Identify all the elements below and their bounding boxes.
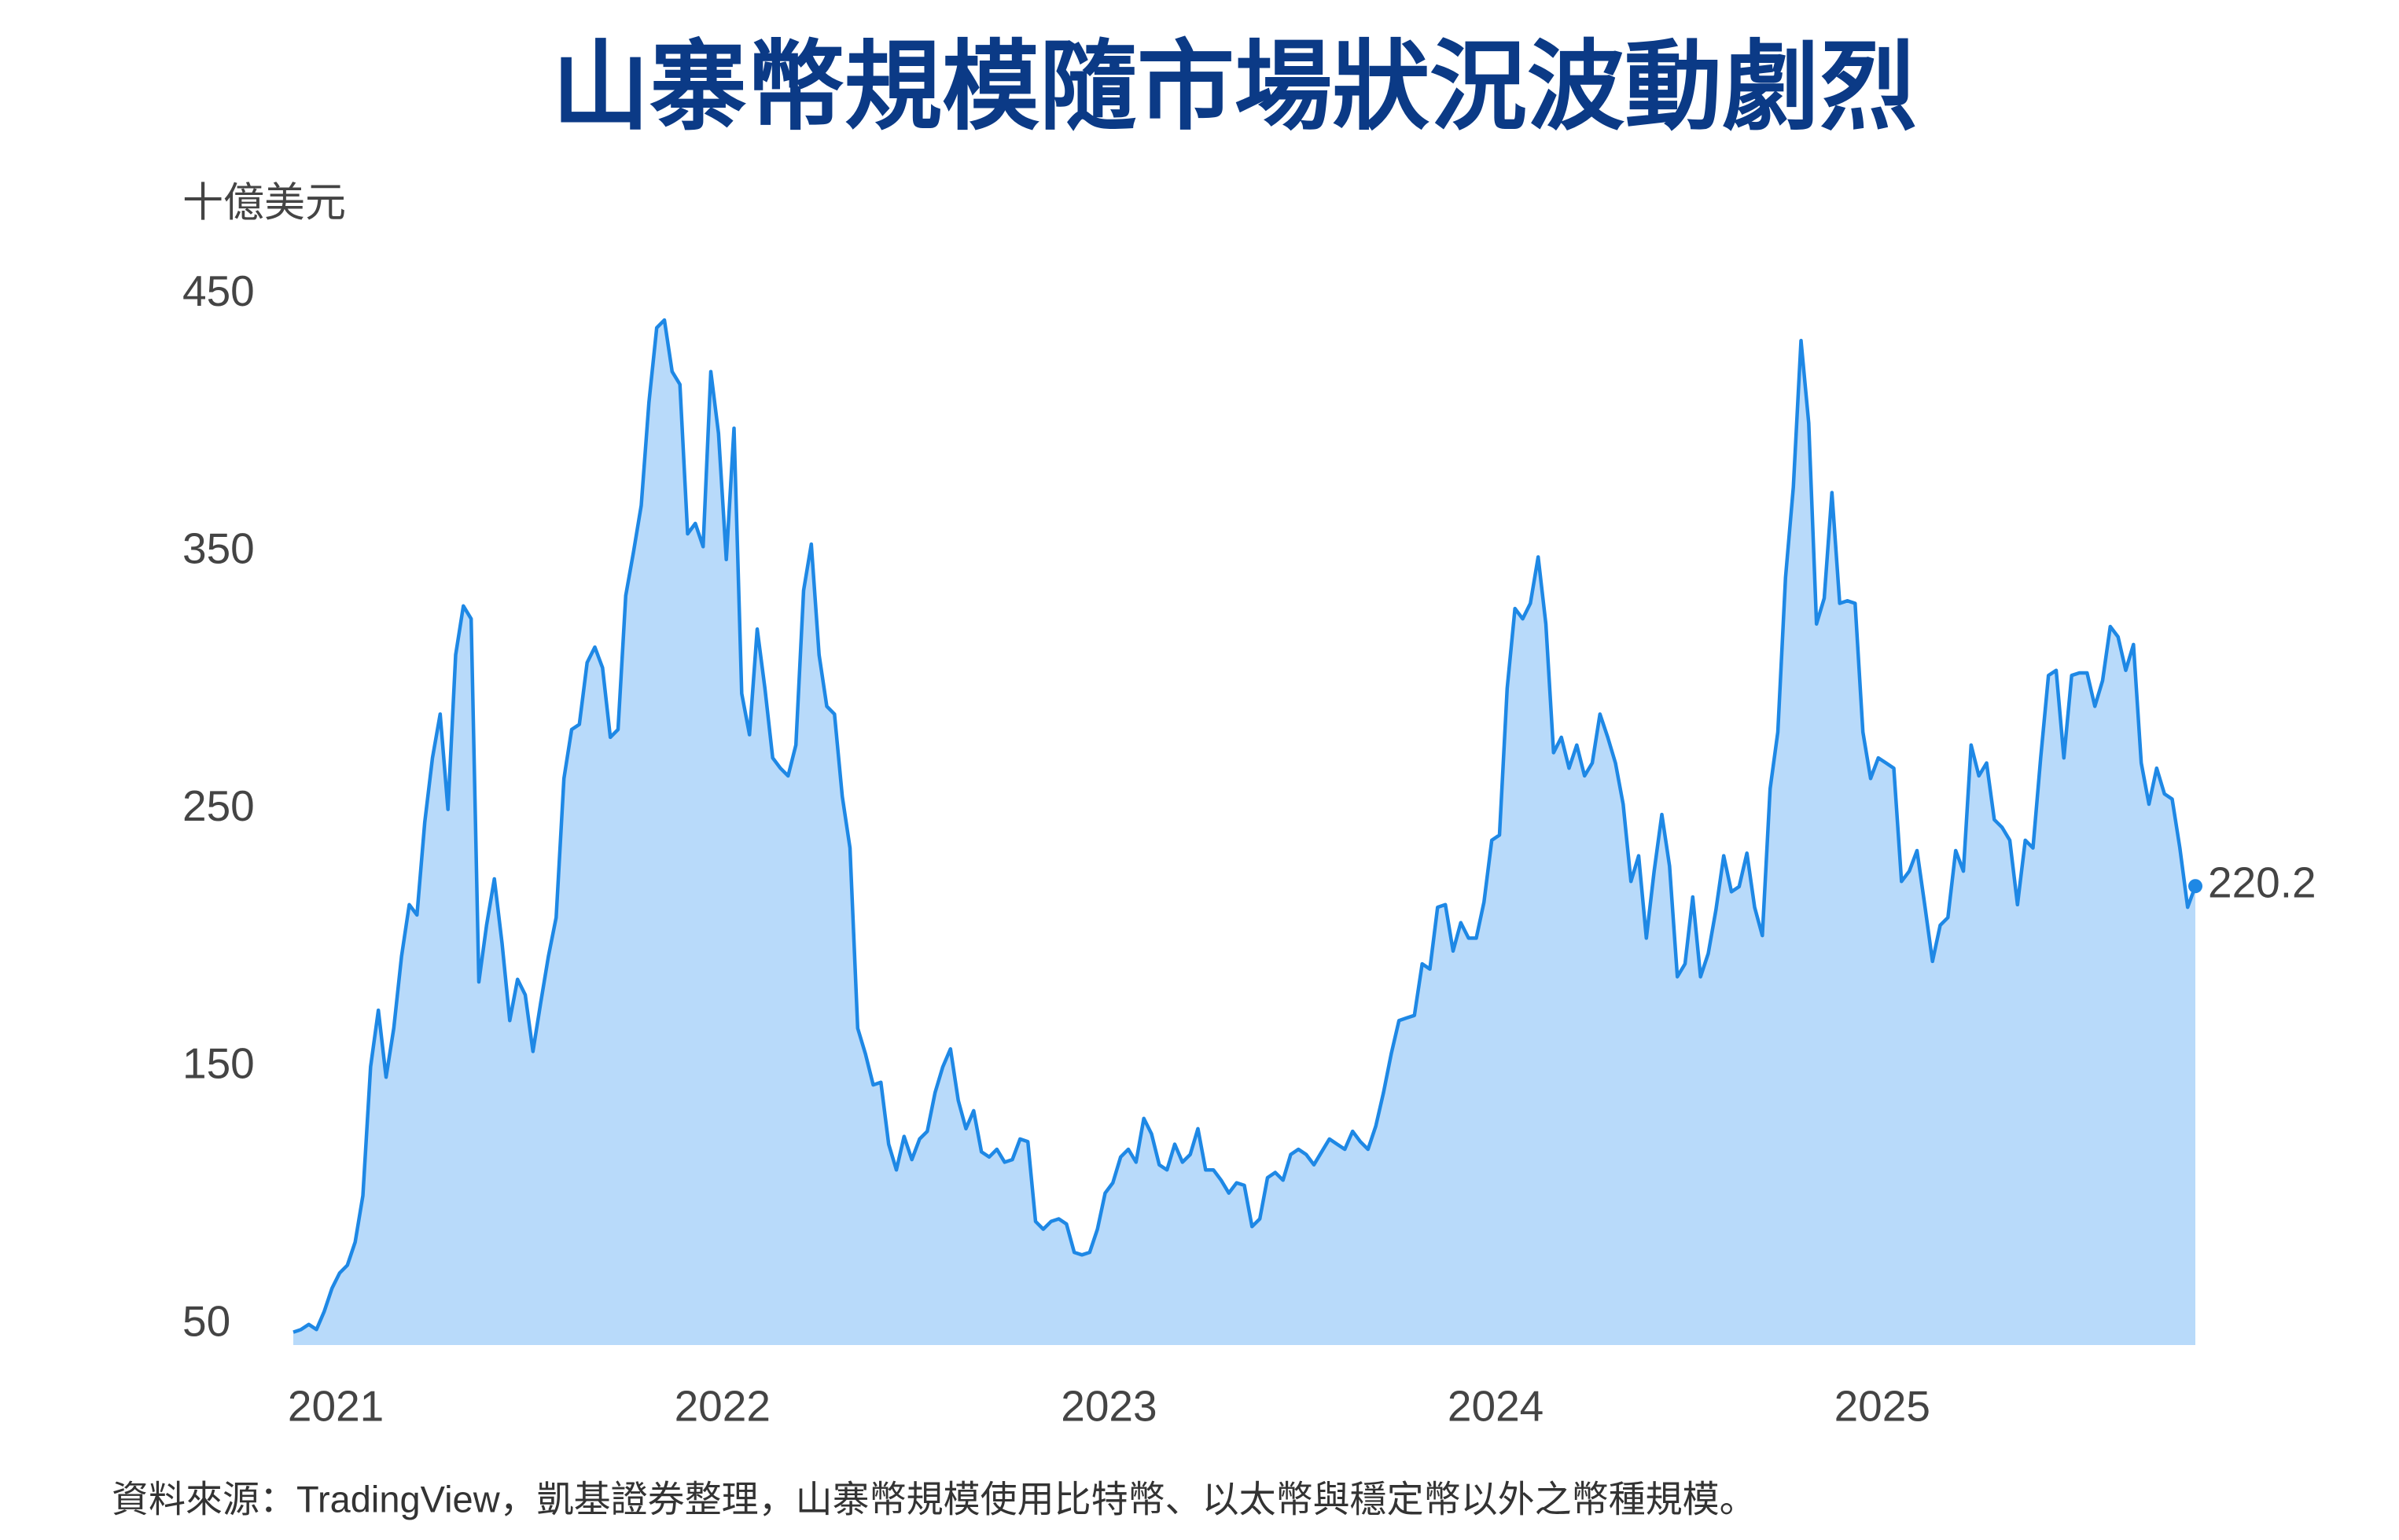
y-tick-label: 450: [182, 266, 255, 315]
series-line: [293, 318, 2198, 1334]
area-fill: [293, 320, 2195, 1346]
last-point: [2188, 879, 2202, 894]
x-tick-label: 2025: [1834, 1382, 1930, 1431]
x-tick-label: 2021: [288, 1382, 384, 1431]
x-tick-label: 2023: [1061, 1382, 1157, 1431]
y-axis-label: 十億美元: [182, 181, 346, 226]
y-tick-label: 150: [182, 1039, 255, 1088]
chart-title: 山寨幣規模隨市場狀況波動劇烈: [552, 33, 1917, 142]
y-tick-label: 350: [182, 524, 255, 573]
x-tick-label: 2022: [675, 1382, 771, 1431]
source-note: 資料來源：TradingView，凱基證券整理，山寨幣規模使用比特幣、以太幣與穩…: [112, 1478, 1757, 1520]
last-value-label: 220.2: [2208, 858, 2316, 907]
y-tick-label: 50: [182, 1296, 230, 1345]
x-tick-label: 2024: [1448, 1382, 1544, 1431]
y-tick-label: 250: [182, 781, 255, 830]
